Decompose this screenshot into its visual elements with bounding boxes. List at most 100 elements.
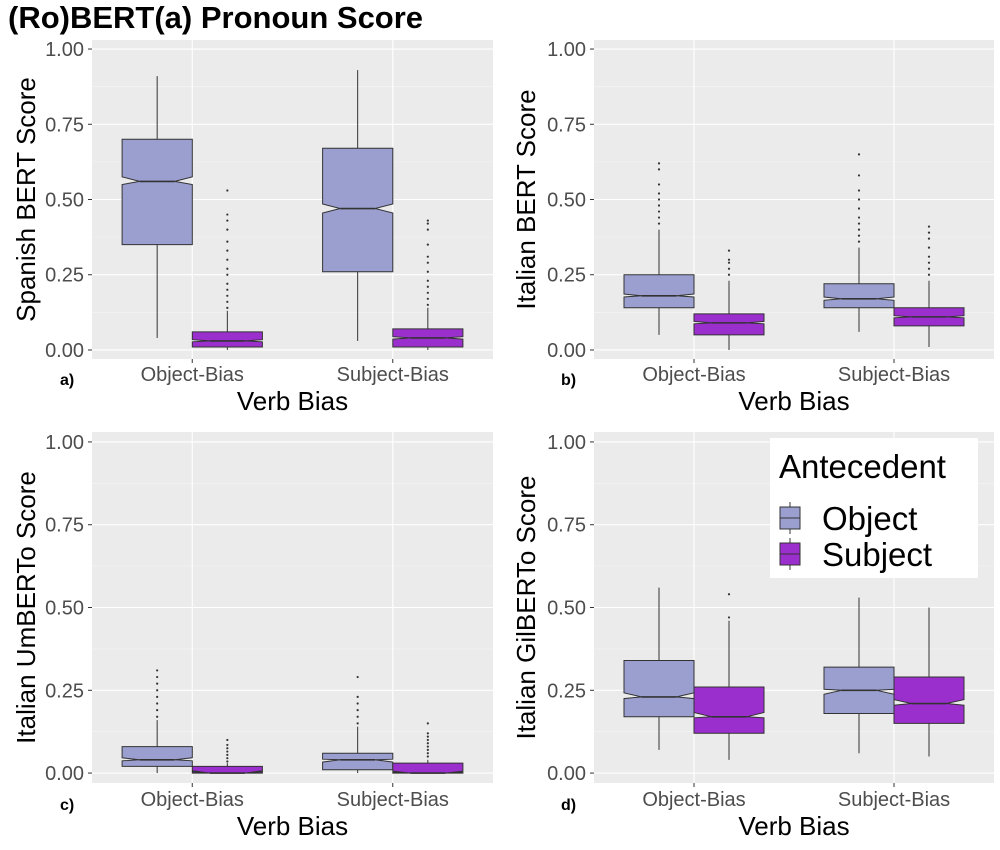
outlier-point [727,249,731,252]
y-tick-label: 0.75 [547,114,586,136]
outlier-point [426,270,429,273]
outlier-point [727,261,731,264]
y-tick-label: 1.00 [547,432,586,454]
outlier-point [857,228,861,231]
outlier-point [426,228,429,231]
outlier-point [426,735,429,738]
outlier-point [356,695,359,699]
panel-c: 0.00 0.25 0.50 0.75 1.00 Object-Bias Subject-B… [11,432,493,841]
outlier-point [226,213,229,216]
outlier-point [927,225,931,228]
outlier-point [657,183,661,186]
legend: Antecedent Object Subject [770,438,978,578]
box-body [623,660,695,718]
outlier-point [657,204,661,207]
outlier-point [156,709,159,712]
box-body [322,752,394,771]
panel-tag: c) [60,797,74,814]
y-tick-label: 0.00 [45,340,84,362]
outlier-point [156,682,159,685]
outlier-point [727,593,731,596]
outlier-point [226,219,229,222]
box-subject-subject-bias [392,219,464,350]
y-axis-title: Italian UmBERTo Score [11,471,41,744]
outlier-point [426,279,429,282]
panel-tag: b) [561,372,576,389]
y-tick-label: 0.00 [547,763,586,785]
outlier-point [426,285,429,288]
x-tick-label: Subject-Bias [838,364,950,386]
outlier-point [226,743,229,747]
x-axis-title: Verb Bias [738,386,849,416]
outlier-point [927,261,931,264]
y-tick-label: 0.25 [547,680,586,702]
y-tick-label: 1.00 [45,39,84,61]
outlier-point [426,752,429,755]
legend-background [770,438,978,578]
x-tick-label: Object-Bias [141,789,244,811]
outlier-point [226,258,229,261]
outlier-point [156,715,159,718]
outlier-point [857,240,861,243]
box-object-subject-bias [322,70,394,341]
box-subject-subject-bias [893,607,965,757]
legend-label-subject: Subject [822,536,932,573]
outlier-point [857,222,861,225]
outlier-point [426,261,429,264]
box-object-subject-bias [823,153,895,332]
outlier-point [226,228,229,231]
outlier-point [226,189,229,192]
outlier-point [156,695,159,699]
outlier-point [727,258,731,261]
outlier-point [727,616,731,619]
y-tick-label: 0.25 [45,265,84,287]
x-axis-title: Verb Bias [237,811,348,841]
outlier-point [226,267,229,270]
outlier-point [927,246,931,249]
outlier-point [226,273,229,276]
outlier-point [426,755,429,758]
panel-tag: a) [60,372,74,389]
box-body [823,283,895,309]
x-tick-label: Object-Bias [642,364,745,386]
outlier-point [426,243,429,246]
outlier-point [927,267,931,270]
outlier-point [727,273,731,276]
legend-item-subject: Subject [779,536,932,573]
box-object-object-bias [121,76,193,338]
box-body [623,274,695,309]
outlier-point [426,291,429,294]
y-tick-label: 0.75 [45,114,84,136]
outlier-point [657,192,661,195]
outlier-point [426,732,429,735]
outlier-point [426,297,429,300]
y-tick-label: 0.50 [547,598,586,620]
outlier-point [727,267,731,270]
outlier-point [226,750,229,753]
outlier-point [426,255,429,258]
outlier-point [857,153,861,156]
box-object-object-bias [623,587,695,750]
outlier-point [657,162,661,165]
y-tick-label: 0.75 [547,515,586,537]
outlier-point [226,747,229,750]
box-object-object-bias [623,162,695,335]
panel-a: 0.00 0.25 0.50 0.75 1.00 Object-Bias Subject-B… [11,39,493,416]
panels: 0.00 0.25 0.50 0.75 1.00 Object-Bias Subject-B… [11,39,994,841]
outlier-point [156,669,159,672]
panel-b: 0.00 0.25 0.50 0.75 1.00 Object-Bias Subject-B… [511,39,994,416]
outlier-point [426,219,429,222]
outlier-point [356,709,359,712]
outlier-point [226,249,229,252]
y-tick-label: 1.00 [45,432,84,454]
y-axis-title: Spanish BERT Score [11,77,41,322]
box-subject-object-bias [191,189,263,350]
outlier-point [226,288,229,291]
outlier-point [426,722,429,725]
outlier-point [226,760,229,763]
y-axis-title: Italian GilBERTo Score [511,476,541,740]
outlier-point [226,306,229,309]
figure-title: (Ro)BERT(a) Pronoun Score [8,0,424,35]
x-axis-title: Verb Bias [738,811,849,841]
outlier-point [226,757,229,760]
